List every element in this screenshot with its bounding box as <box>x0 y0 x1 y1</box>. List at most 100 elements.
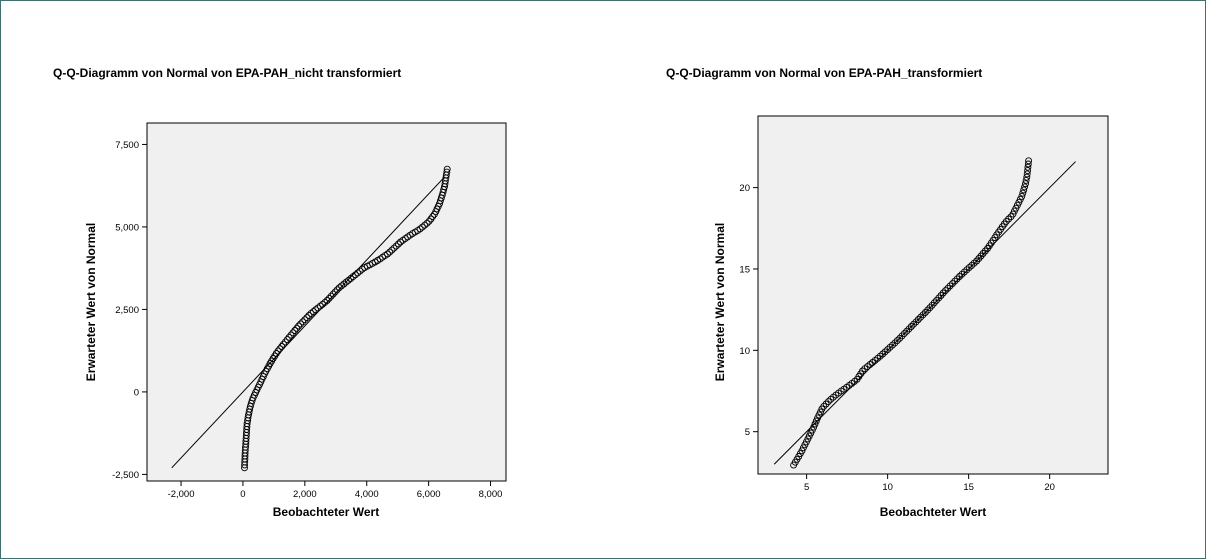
data-point <box>333 286 341 294</box>
data-point <box>338 282 346 290</box>
data-point <box>896 334 904 342</box>
data-point <box>421 221 429 229</box>
y-tick-label: 2,500 <box>115 305 139 316</box>
y-axis-ticks: -2,500 0 2,500 5,000 7,500 <box>112 140 147 481</box>
data-point <box>276 345 284 353</box>
data-point <box>939 289 947 297</box>
data-points <box>790 157 1033 469</box>
data-point <box>416 225 424 233</box>
data-point <box>295 322 303 330</box>
reference-line <box>171 177 445 469</box>
x-axis-label: Beobachteter Wert <box>880 505 986 519</box>
data-point <box>293 324 301 332</box>
data-point <box>301 316 309 324</box>
data-point <box>280 340 287 348</box>
data-point <box>1022 180 1029 188</box>
data-point <box>820 402 828 410</box>
data-point <box>859 367 866 375</box>
x-axis-ticks: 5 10 15 20 <box>804 474 1055 493</box>
data-point <box>342 278 350 286</box>
x-tick-label: 20 <box>1044 482 1055 493</box>
data-point <box>884 346 892 354</box>
x-tick-label: 0 <box>240 489 245 500</box>
x-tick-label: 4,000 <box>355 489 379 500</box>
data-point <box>388 246 396 254</box>
y-tick-label: 20 <box>739 183 750 194</box>
data-point <box>1023 173 1031 181</box>
data-point <box>1024 163 1032 171</box>
x-tick-label: 10 <box>882 482 893 493</box>
data-point <box>291 327 299 334</box>
data-point <box>347 275 355 282</box>
data-point <box>309 308 317 316</box>
data-point <box>942 287 949 295</box>
data-point <box>935 294 943 302</box>
data-point <box>812 417 820 425</box>
data-point <box>1023 170 1031 178</box>
data-point <box>386 248 394 256</box>
y-axis-ticks: 5 10 15 20 <box>739 183 758 438</box>
x-tick-label: 6,000 <box>417 489 441 500</box>
qq-chart-untransformed: Q-Q-Diagramm von Normal von EPA-PAH_nich… <box>53 66 507 519</box>
y-tick-label: 5 <box>745 427 750 438</box>
y-axis-label: Erwarteter Wert von Normal <box>84 223 98 382</box>
data-point <box>418 223 426 231</box>
data-point <box>354 269 362 277</box>
data-point <box>879 350 887 358</box>
x-axis-label: Beobachteter Wert <box>273 505 379 519</box>
data-point <box>893 337 901 345</box>
data-point <box>285 333 293 341</box>
data-point <box>1005 215 1013 223</box>
reference-line <box>773 161 1076 465</box>
data-point <box>958 270 966 278</box>
data-point <box>384 250 391 258</box>
data-point <box>390 244 398 252</box>
data-point <box>903 327 911 335</box>
data-point <box>329 290 337 298</box>
data-point <box>278 343 286 350</box>
y-tick-label: 15 <box>739 264 750 275</box>
data-point <box>907 323 915 330</box>
data-point <box>963 266 971 274</box>
data-point <box>1024 160 1032 168</box>
data-point <box>319 300 327 308</box>
data-point <box>956 273 963 280</box>
data-point <box>392 242 400 250</box>
data-point <box>1024 167 1032 175</box>
data-point <box>349 273 357 281</box>
data-point <box>919 311 927 319</box>
x-tick-label: 2,000 <box>293 489 317 500</box>
data-point <box>335 284 343 292</box>
data-point <box>287 331 295 339</box>
data-point <box>905 325 913 333</box>
data-point <box>274 347 282 355</box>
y-tick-label: 10 <box>739 346 750 357</box>
data-point <box>425 217 433 225</box>
data-point <box>394 240 402 248</box>
data-point <box>951 277 959 285</box>
data-point <box>889 341 896 349</box>
chart-title: Q-Q-Diagramm von Normal von EPA-PAH_tran… <box>666 66 982 80</box>
x-tick-label: 15 <box>963 482 974 493</box>
data-point <box>1019 189 1027 197</box>
data-point <box>307 309 315 317</box>
plot-area <box>146 122 507 482</box>
data-point <box>946 282 954 290</box>
data-points <box>241 165 451 472</box>
data-point <box>351 271 359 279</box>
data-point <box>1021 183 1029 191</box>
data-point <box>443 165 451 173</box>
x-tick-label: 5 <box>804 482 809 493</box>
data-point <box>429 213 437 221</box>
data-point <box>968 261 976 269</box>
data-point <box>321 298 329 306</box>
y-tick-label: 7,500 <box>115 140 139 151</box>
data-point <box>912 318 920 326</box>
data-point <box>325 294 333 302</box>
data-point <box>323 297 331 304</box>
data-point <box>926 304 934 312</box>
x-axis-ticks: -2,000 0 2,000 4,000 6,000 8,000 <box>168 481 502 500</box>
data-point <box>297 320 305 328</box>
